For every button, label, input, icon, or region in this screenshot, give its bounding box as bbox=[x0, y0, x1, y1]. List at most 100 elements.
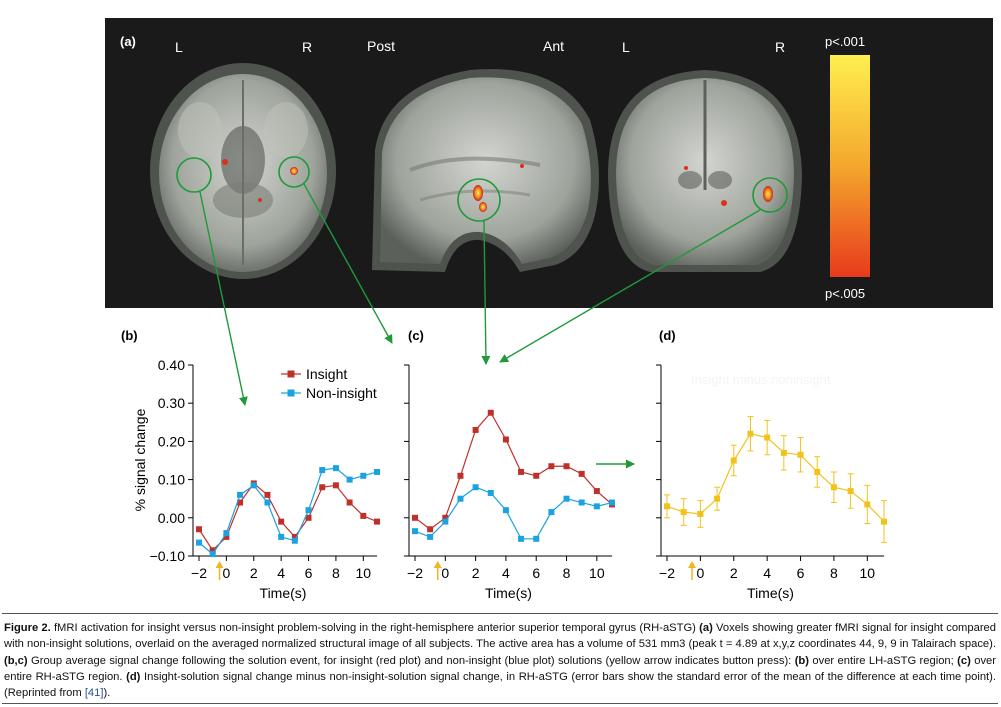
x-tick-label: 6 bbox=[305, 565, 313, 581]
data-point bbox=[291, 537, 298, 544]
button-press-arrowhead bbox=[215, 561, 224, 568]
data-point bbox=[548, 509, 555, 516]
y-tick-label: 0.10 bbox=[158, 472, 185, 488]
x-tick-label: 10 bbox=[860, 565, 876, 581]
y-tick-label: 0.30 bbox=[158, 395, 185, 411]
x-tick-label: 8 bbox=[830, 565, 838, 581]
data-point bbox=[442, 514, 449, 521]
plots: 0.40 0.30 0.20 0.10 0.00 −0.10 −2 0 2 4 6 8 10 Time(s… bbox=[150, 357, 887, 601]
data-point bbox=[797, 451, 804, 458]
button-press-arrowhead bbox=[433, 561, 442, 568]
data-point bbox=[237, 499, 244, 506]
data-point bbox=[593, 503, 600, 510]
data-point bbox=[412, 514, 418, 521]
data-point bbox=[487, 409, 494, 416]
panel-c-label: (c) bbox=[408, 328, 424, 343]
chart-panel-c: −2 0 2 4 6 8 10 Time(s) bbox=[404, 364, 615, 601]
caption-ref-c: (c) bbox=[957, 654, 971, 667]
panel-d-title: Insight minus noninsight bbox=[691, 372, 831, 387]
data-point bbox=[563, 495, 570, 502]
data-point bbox=[332, 482, 339, 489]
legend: Insight Non-insight bbox=[281, 366, 377, 401]
caption-bottom-rule bbox=[2, 703, 998, 704]
x-tick-label: 4 bbox=[763, 565, 771, 581]
data-point bbox=[764, 434, 771, 441]
data-point bbox=[881, 518, 887, 525]
x-tick-label: 4 bbox=[502, 565, 510, 581]
data-point bbox=[223, 533, 230, 540]
data-point bbox=[814, 468, 821, 475]
data-point bbox=[360, 512, 367, 519]
caption-text-3: Group average signal change following th… bbox=[27, 654, 795, 667]
data-point bbox=[332, 465, 339, 472]
caption-citation-link[interactable]: [41] bbox=[84, 687, 104, 700]
chart-panel-d: −2 0 2 4 6 8 10 Time(s) bbox=[656, 364, 887, 601]
caption-top-rule bbox=[2, 613, 998, 614]
x-tick-label: 0 bbox=[696, 565, 704, 581]
x-tick-label: 2 bbox=[730, 565, 738, 581]
caption-lead: Figure 2. bbox=[4, 622, 51, 634]
data-point bbox=[502, 436, 509, 443]
data-point bbox=[209, 547, 216, 554]
data-point bbox=[780, 449, 787, 456]
data-point bbox=[472, 484, 479, 491]
y-tick-label: 0.00 bbox=[158, 510, 185, 526]
data-point bbox=[518, 535, 525, 542]
x-tick-label: 10 bbox=[589, 565, 605, 581]
left-marker-coronal: L bbox=[622, 39, 630, 55]
data-point bbox=[487, 489, 494, 496]
legend-insight-label: Insight bbox=[306, 366, 347, 382]
data-point bbox=[346, 499, 353, 506]
data-point bbox=[714, 495, 721, 502]
caption-text-7: ). bbox=[103, 687, 111, 700]
colorbar bbox=[830, 55, 870, 277]
data-point bbox=[747, 430, 754, 437]
x-tick-label: 2 bbox=[472, 565, 480, 581]
x-tick-label: 4 bbox=[277, 565, 285, 581]
y-tick-label: 0.40 bbox=[158, 357, 185, 373]
x-tick-label: 8 bbox=[332, 565, 340, 581]
data-point bbox=[442, 518, 449, 525]
data-point bbox=[374, 518, 380, 525]
data-point bbox=[518, 468, 525, 475]
data-point bbox=[664, 503, 670, 510]
panel-a-label: (a) bbox=[120, 34, 136, 49]
legend-noninsight-label: Non-insight bbox=[306, 385, 377, 401]
data-point bbox=[457, 472, 464, 479]
data-point bbox=[237, 491, 244, 498]
data-point bbox=[264, 491, 271, 498]
right-marker-coronal: R bbox=[775, 39, 785, 55]
data-point bbox=[278, 518, 285, 525]
data-point bbox=[305, 507, 312, 514]
data-point bbox=[830, 484, 837, 491]
x-axis-label: Time(s) bbox=[260, 585, 307, 601]
data-point bbox=[209, 551, 216, 558]
data-point bbox=[250, 482, 257, 489]
panel-a: (a) L R Post Ant L R bbox=[105, 18, 993, 308]
figure-caption: Figure 2. fMRI activation for insight ve… bbox=[4, 620, 996, 701]
x-tick-label: 2 bbox=[250, 565, 258, 581]
x-tick-label: 10 bbox=[356, 565, 372, 581]
chart-panel-b: 0.40 0.30 0.20 0.10 0.00 −0.10 −2 0 2 4 6 8 10 Time(s… bbox=[150, 357, 380, 601]
legend-insight-marker bbox=[287, 370, 295, 378]
data-point bbox=[346, 476, 353, 483]
caption-text-5: over entire RH-aSTG region. bbox=[4, 654, 996, 683]
caption-text-4: over entire LH-aSTG region; bbox=[808, 654, 958, 667]
data-point bbox=[563, 463, 570, 470]
data-point bbox=[457, 495, 464, 502]
x-tick-label: 0 bbox=[222, 565, 230, 581]
data-point bbox=[319, 484, 326, 491]
x-tick-label: 6 bbox=[797, 565, 805, 581]
x-tick-label: 0 bbox=[441, 565, 449, 581]
right-marker: R bbox=[302, 39, 312, 55]
x-axis-label: Time(s) bbox=[747, 585, 794, 601]
data-point bbox=[319, 467, 326, 474]
x-tick-label: 8 bbox=[563, 565, 571, 581]
data-point bbox=[548, 463, 555, 470]
arrow-rh-axial-to-c bbox=[303, 183, 393, 344]
data-point bbox=[847, 488, 854, 495]
colorbar-bottom-label: p<.005 bbox=[825, 286, 865, 301]
data-point bbox=[427, 526, 434, 533]
arrow-coronal-to-c bbox=[499, 209, 761, 363]
y-tick-label: 0.20 bbox=[158, 433, 185, 449]
